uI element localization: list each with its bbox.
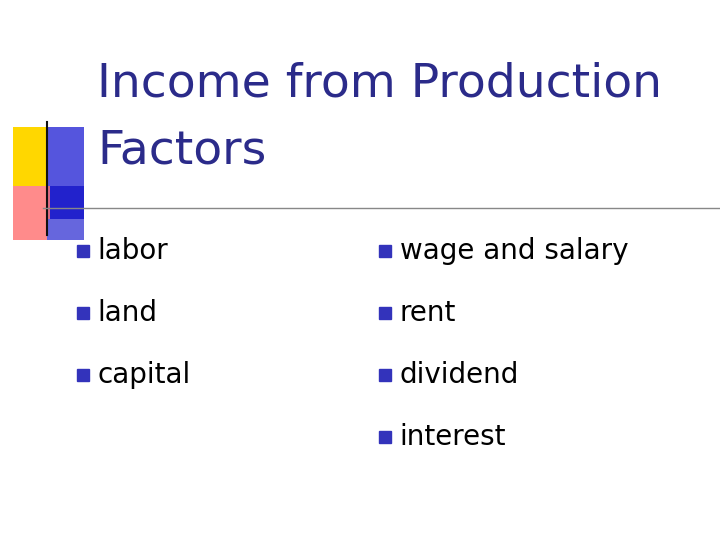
Bar	[13, 186, 50, 240]
Bar	[47, 127, 84, 186]
Text: land: land	[97, 299, 157, 327]
Text: wage and salary: wage and salary	[400, 237, 628, 265]
Text: labor: labor	[97, 237, 168, 265]
Text: Factors: Factors	[97, 129, 266, 174]
Text: capital: capital	[97, 361, 191, 389]
Bar	[47, 127, 84, 219]
Text: interest: interest	[400, 423, 506, 451]
Text: rent: rent	[400, 299, 456, 327]
Bar	[13, 127, 50, 186]
Text: Income from Production: Income from Production	[97, 61, 662, 106]
Text: dividend: dividend	[400, 361, 519, 389]
Bar	[47, 219, 84, 240]
